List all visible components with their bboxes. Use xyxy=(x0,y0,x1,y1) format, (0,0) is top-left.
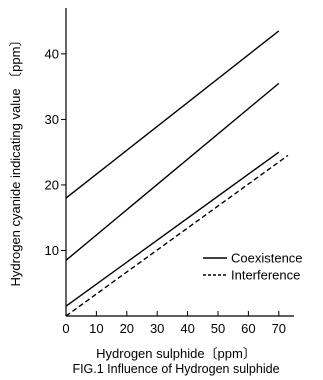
x-tick-label: 0 xyxy=(62,321,69,336)
x-axis-title: Hydrogen sulphide〔ppm〕 xyxy=(96,346,256,361)
y-tick-label: 30 xyxy=(45,112,59,127)
x-tick-label: 60 xyxy=(241,321,255,336)
legend: Coexistence Interference xyxy=(203,251,303,283)
y-tick-label: 20 xyxy=(45,177,59,192)
series-layer xyxy=(65,30,289,317)
x-tick-label: 10 xyxy=(89,321,103,336)
axes: 0 10 20 30 40 50 60 70 10 20 30 40 xyxy=(45,8,294,336)
series-line-3 xyxy=(65,151,280,307)
y-tick-label: 40 xyxy=(45,46,59,61)
x-tick-label: 40 xyxy=(180,321,194,336)
legend-label-interference: Interference xyxy=(231,268,300,283)
figure-caption: FIG.1 Influence of Hydrogen sulphide xyxy=(72,362,279,376)
series-line-2 xyxy=(65,82,280,261)
x-tick-label: 50 xyxy=(211,321,225,336)
x-tick-label: 20 xyxy=(120,321,134,336)
legend-label-coexistence: Coexistence xyxy=(231,251,303,266)
y-axis-title: Hydrogen cyanide indicating value 〔ppm〕 xyxy=(8,34,23,287)
x-tick-label: 30 xyxy=(150,321,164,336)
y-tick-label: 10 xyxy=(45,243,59,258)
x-tick-label: 70 xyxy=(272,321,286,336)
series-line-4 xyxy=(65,154,289,317)
series-line-1 xyxy=(65,30,280,199)
